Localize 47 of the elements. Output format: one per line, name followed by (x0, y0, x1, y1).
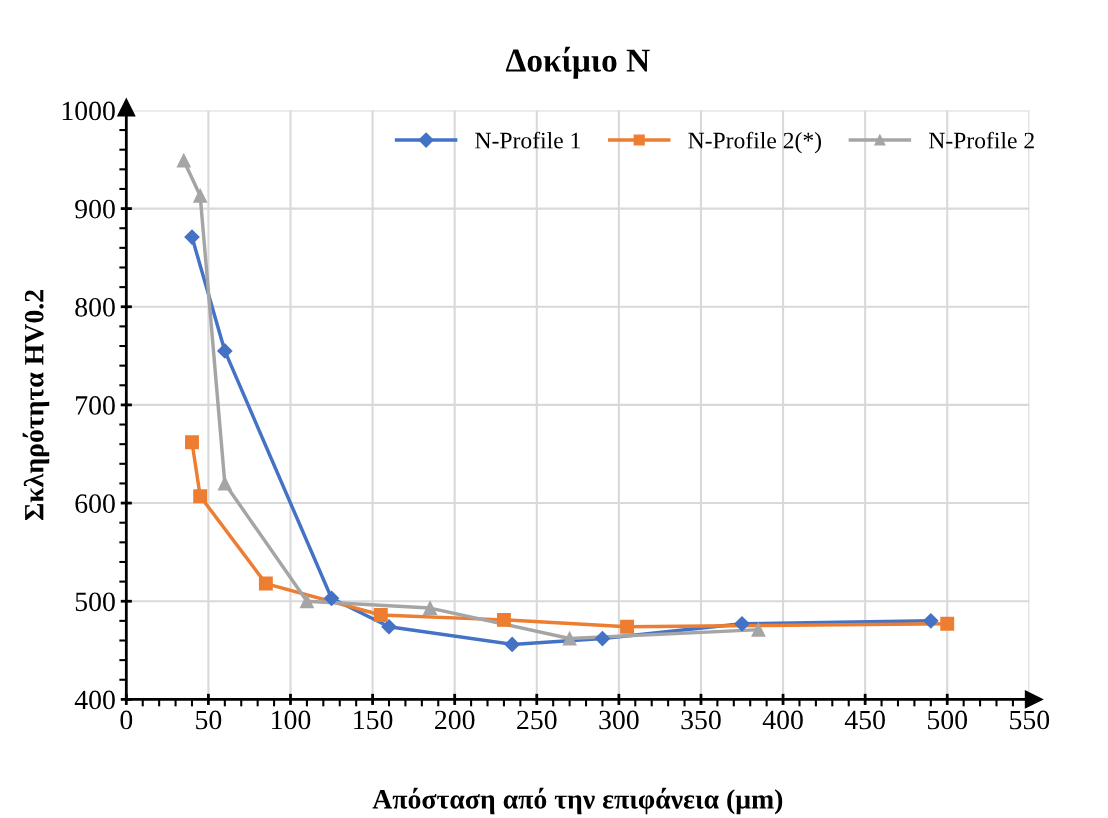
point (381, 619, 397, 635)
y-tick-label: 400 (74, 690, 115, 710)
x-tick-label: 500 (928, 710, 968, 730)
point (594, 630, 611, 647)
point (504, 636, 520, 652)
point (734, 616, 750, 632)
x-tick-label: 350 (681, 710, 721, 730)
x-tick-label: 250 (517, 710, 557, 730)
point (751, 622, 766, 637)
y-tick-label: 600 (75, 494, 115, 513)
y-tick-label: 900 (75, 199, 115, 219)
point (620, 619, 635, 634)
y-axis-title: Σκληρότητα HV0.2 (22, 290, 50, 520)
point (184, 229, 200, 245)
point (940, 616, 955, 631)
point (562, 631, 577, 646)
y-tick-label: 500 (75, 592, 115, 612)
x-axis-title: Απόσταση από την επιφάνεια (μm) (372, 787, 783, 815)
chart-title: Δοκίμιο N (505, 46, 650, 79)
x-tick-label: 0 (120, 710, 133, 730)
point (923, 613, 939, 629)
x-tick-label: 100 (272, 710, 311, 730)
x-tick-label: 450 (844, 710, 885, 730)
y-tick-label: 800 (75, 297, 115, 317)
legend-label: N-Profile 2(*) (688, 131, 822, 154)
y-tick-label: 1000 (62, 101, 115, 121)
x-tick-label: 550 (1010, 710, 1050, 730)
point (258, 576, 273, 591)
point (176, 153, 191, 168)
point (193, 188, 208, 203)
point (217, 476, 232, 491)
y-tick-label: 700 (76, 396, 115, 415)
legend-label: N-Profile 1 (475, 131, 580, 149)
point (217, 343, 233, 359)
x-tick-label: 150 (354, 710, 393, 730)
point (193, 489, 208, 504)
point (373, 608, 388, 622)
point (299, 594, 314, 609)
point (496, 612, 511, 627)
point (323, 590, 340, 606)
x-tick-label: 300 (599, 710, 639, 730)
x-tick-label: 50 (196, 710, 222, 730)
legend-label: N-Profile 2 (928, 131, 1034, 149)
x-tick-label: 400 (762, 710, 803, 730)
point (185, 435, 199, 450)
x-tick-label: 200 (435, 710, 475, 730)
point (423, 601, 438, 616)
